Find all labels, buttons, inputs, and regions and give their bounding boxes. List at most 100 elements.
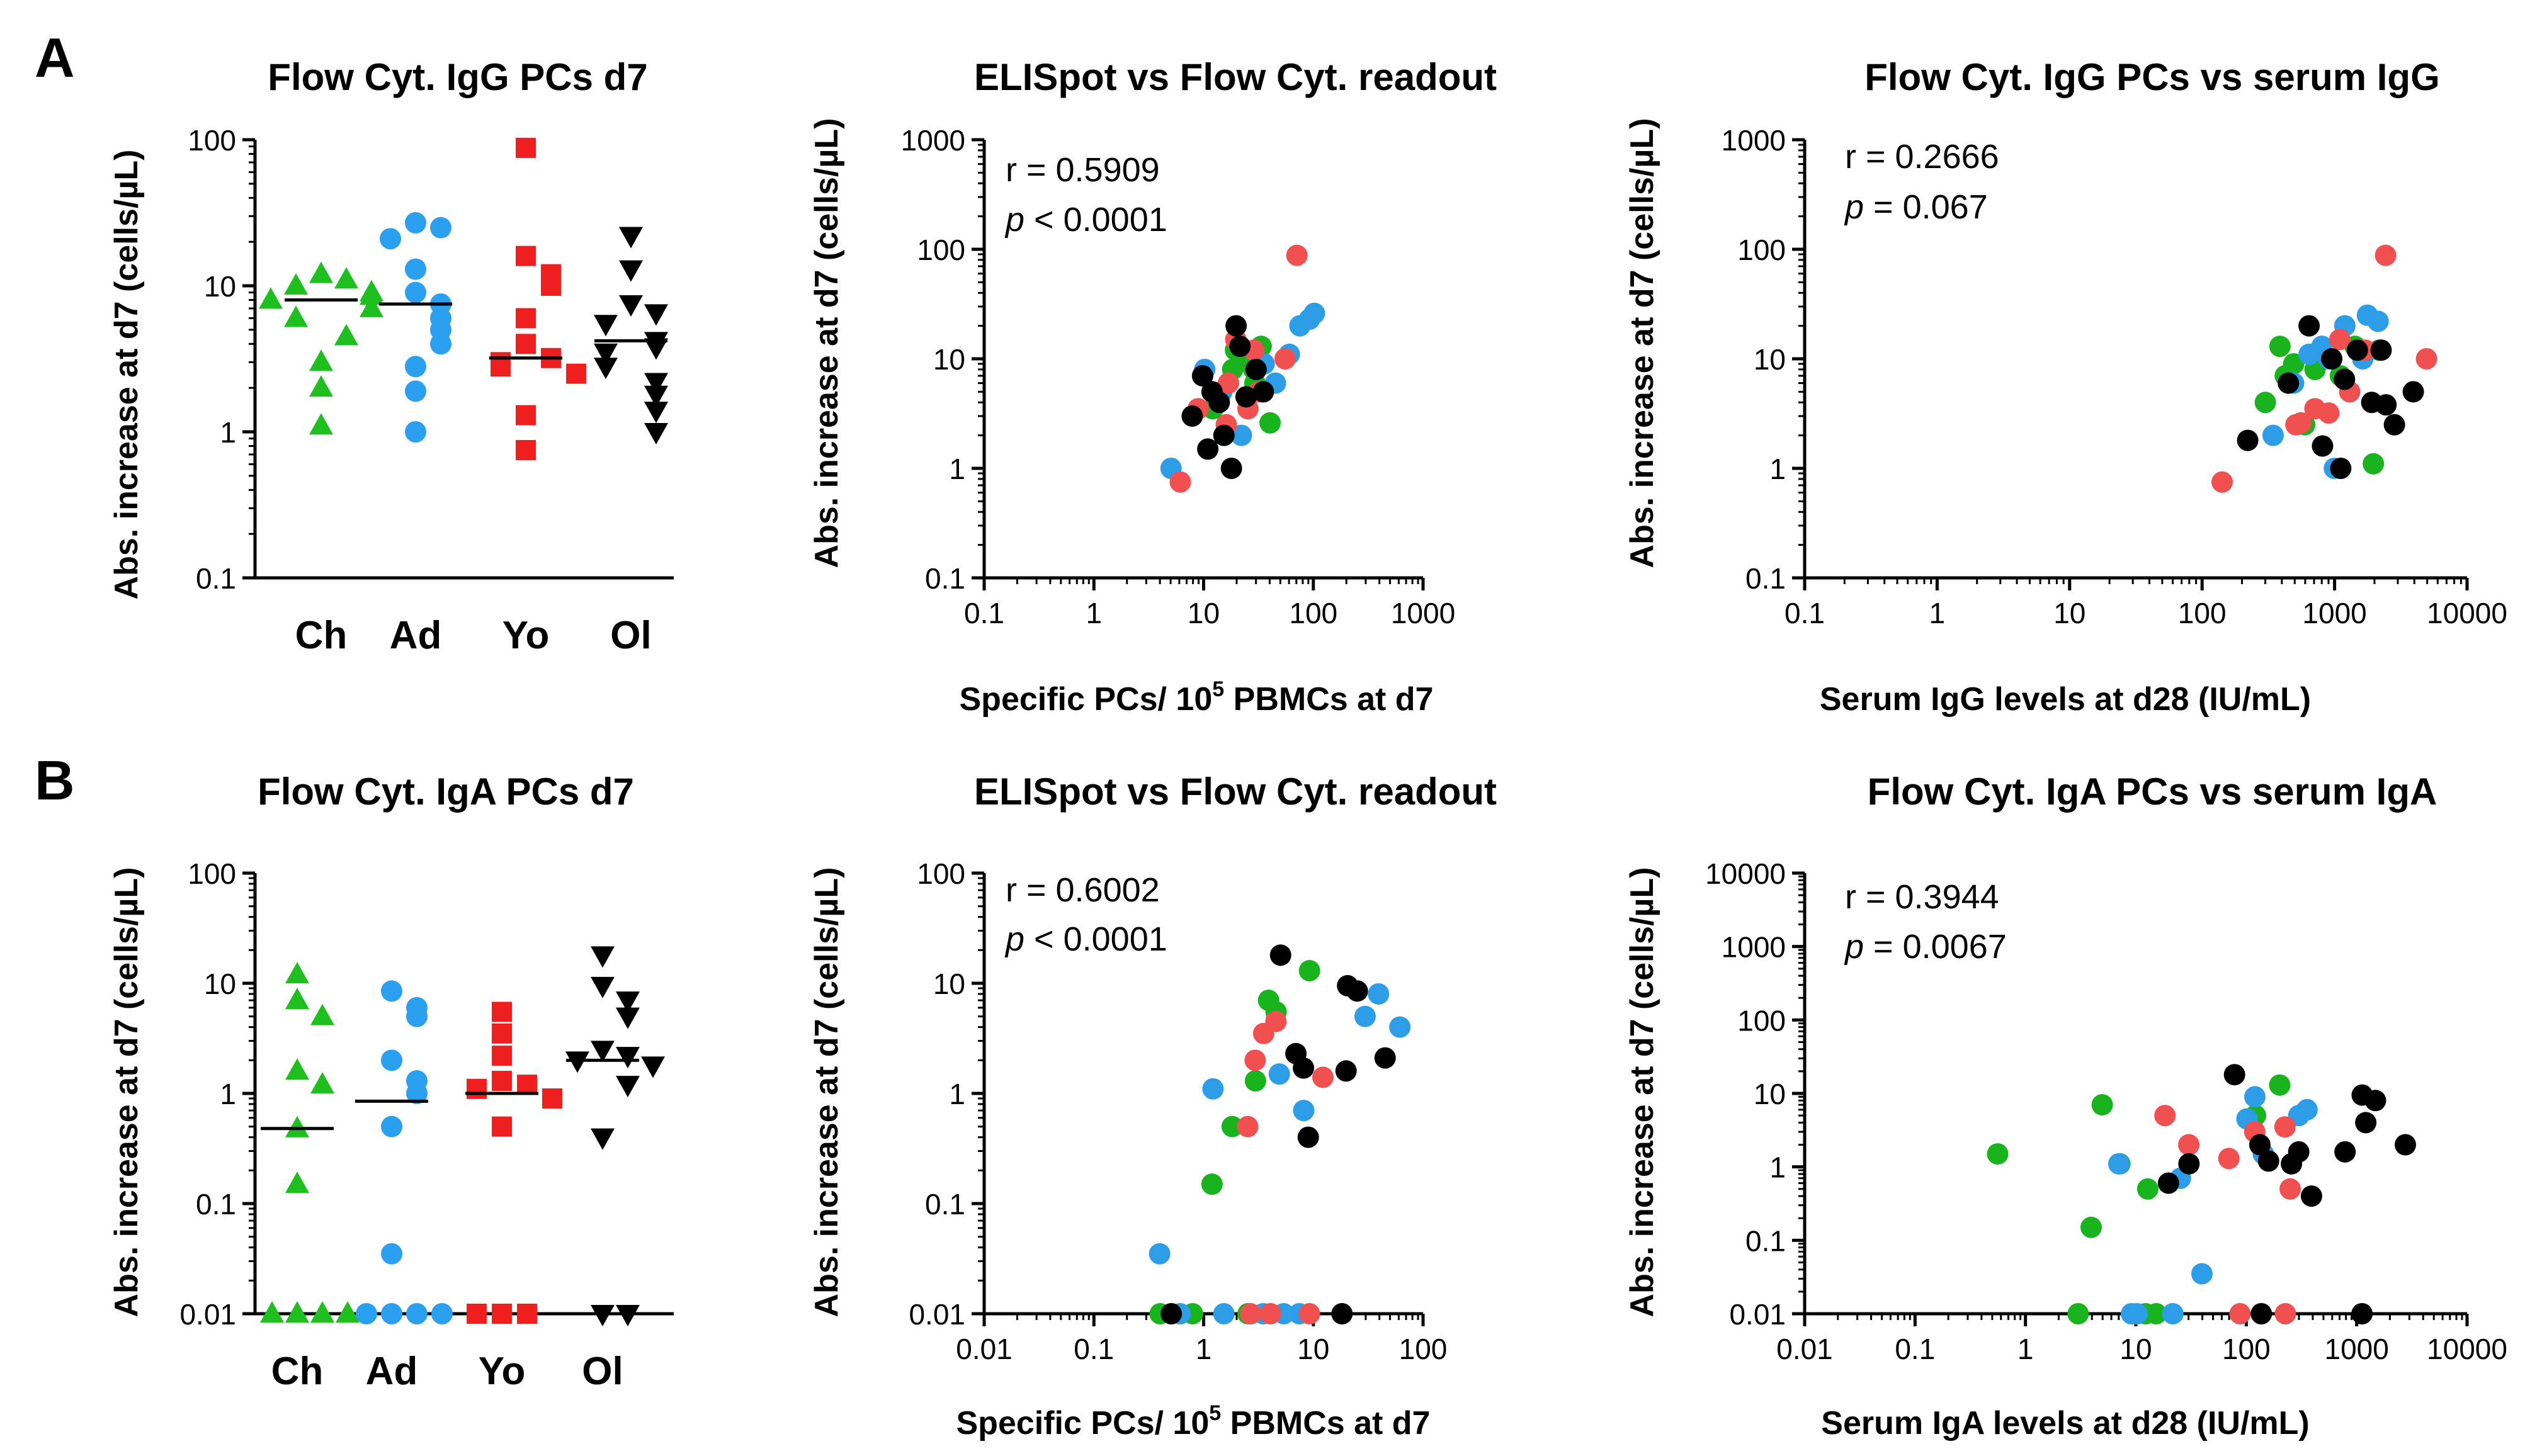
chart-b3-point-ol	[2300, 1185, 2322, 1207]
chart-b3: Flow Cyt. IgA PCs vs serum IgA Abs. incr…	[1624, 770, 2507, 1442]
chart-b3-point-yo	[2229, 1303, 2251, 1324]
chart-b2-stat-p: p < 0.0001	[1004, 920, 1167, 958]
chart-a2-x-tick-label: 0.1	[964, 597, 1004, 629]
chart-b1-category-label: Ch	[271, 1350, 324, 1393]
chart-a2-y-tick-label: 1	[949, 453, 965, 485]
chart-a1-point-yo	[541, 276, 561, 296]
chart-b3-point-ad	[2244, 1086, 2266, 1108]
chart-a2-y-tick-label: 100	[917, 234, 965, 266]
chart-a1-point-yo	[516, 334, 536, 354]
chart-a3-xlabel: Serum IgG levels at d28 (IU/mL)	[1820, 681, 2311, 718]
chart-b3-point-ol	[2178, 1153, 2200, 1175]
chart-b2-point-ol	[1335, 1060, 1357, 1082]
chart-b3-point-ol	[2157, 1172, 2179, 1194]
chart-b1-point-ad	[381, 980, 402, 1002]
chart-a3-x-tick-label: 1000	[2302, 597, 2366, 629]
chart-a1-y-tick-label: 100	[188, 124, 236, 157]
chart-b1-point-ch	[336, 1301, 360, 1323]
chart-b2-y-tick-label: 1	[949, 1078, 965, 1110]
chart-b1-category-label: Ad	[366, 1350, 418, 1393]
chart-a2-ylabel: Abs. increase at d7 (cells/µL)	[809, 118, 845, 568]
chart-b1-point-ol	[616, 1007, 640, 1029]
chart-b3-point-ad	[2191, 1263, 2213, 1285]
chart-a2-point-yo	[1169, 471, 1191, 493]
chart-a2: ELISpot vs Flow Cyt. readout Abs. increa…	[809, 56, 1497, 718]
chart-b3-point-ch	[2091, 1094, 2113, 1116]
chart-a1-point-ol	[644, 338, 668, 360]
chart-a3-y-tick-label: 0.1	[1745, 562, 1786, 595]
chart-a3-point-yo	[2290, 412, 2312, 434]
chart-b3-y-tick-label: 1000	[1722, 931, 1786, 964]
chart-a1-point-ch	[334, 324, 358, 346]
chart-b3-y-tick-label: 10000	[1705, 857, 1786, 890]
chart-b1-point-yo	[517, 1304, 537, 1324]
chart-a3-point-ol	[2330, 458, 2352, 479]
chart-a2-stat-p-value: < 0.0001	[1024, 201, 1167, 239]
chart-b2-title: ELISpot vs Flow Cyt. readout	[974, 770, 1497, 813]
chart-b1-point-ch	[310, 1072, 334, 1094]
chart-b2-xlabel-tail: PBMCs at d7	[1221, 1405, 1430, 1442]
chart-b2-point-ol	[1293, 1057, 1315, 1079]
chart-b2-stat-p-symbol: p	[1004, 920, 1024, 958]
chart-b1-point-ad	[381, 1303, 402, 1324]
chart-b3-point-ch	[1987, 1143, 2009, 1165]
chart-a1-point-ad	[405, 281, 426, 303]
chart-a3-stat-p: p = 0.067	[1844, 188, 1988, 226]
chart-a2-point-ol	[1213, 424, 1235, 446]
chart-a1-point-ad	[405, 356, 426, 378]
chart-a2-point-ol	[1225, 315, 1247, 337]
chart-a3-x-tick-label: 1	[1929, 597, 1946, 629]
chart-a1-point-ol	[644, 373, 668, 395]
chart-a3-point-ol	[2237, 429, 2259, 451]
chart-a3-point-ol	[2278, 372, 2300, 394]
chart-a3-stat-p-value: = 0.067	[1864, 188, 1988, 226]
chart-a2-title: ELISpot vs Flow Cyt. readout	[974, 56, 1497, 98]
chart-b1-y-tick-label: 0.01	[179, 1298, 236, 1331]
chart-a2-point-ol	[1220, 458, 1242, 479]
chart-a2-x-tick-label: 1	[1086, 597, 1102, 629]
chart-b3-stat-p-symbol: p	[1844, 928, 1864, 966]
chart-b1-point-yo	[492, 1002, 512, 1022]
chart-b3-point-ad	[2296, 1098, 2318, 1120]
chart-a2-y-tick-label: 0.1	[925, 562, 965, 595]
chart-b1-point-ad	[431, 1303, 453, 1324]
chart-a1-point-ol	[644, 423, 668, 444]
chart-b2-x-tick-label: 0.1	[1074, 1333, 1114, 1365]
chart-b3-point-ol	[2395, 1134, 2417, 1156]
chart-a1-category-label: Yo	[502, 614, 550, 657]
chart-b2-point-ol	[1297, 1126, 1319, 1148]
chart-b3-point-ad	[2108, 1153, 2130, 1175]
chart-a1-y-tick-label: 10	[204, 270, 236, 303]
chart-b2-y-tick-label: 10	[933, 968, 965, 1000]
chart-b3-stat-r: r = 0.3944	[1845, 878, 1999, 916]
chart-a3-x-tick-label: 10	[2053, 597, 2085, 629]
chart-b2-point-ch	[1201, 1173, 1223, 1195]
chart-a2-plot: 0.1 1 10 100 1000 0.1 1 10 100 1000	[901, 124, 1456, 629]
chart-a3-point-yo	[2375, 244, 2397, 266]
chart-b1-point-ch	[285, 1301, 309, 1323]
chart-b3-point-ol	[2355, 1112, 2377, 1134]
chart-a3-stat-p-symbol: p	[1844, 188, 1864, 226]
chart-b3-point-yo	[2274, 1116, 2296, 1138]
chart-b2-y-tick-label: 0.1	[925, 1188, 965, 1221]
chart-b3-x-tick-label: 1000	[2324, 1333, 2388, 1365]
chart-b2-point-yo	[1237, 1115, 1259, 1137]
chart-b2-point-ad	[1368, 983, 1390, 1005]
chart-a3-x-tick-label: 100	[2178, 597, 2227, 629]
chart-a1-point-ad	[430, 217, 451, 239]
chart-a2-point-ad	[1230, 424, 1252, 446]
chart-b1-point-yo	[467, 1078, 487, 1099]
chart-b3-x-tick-label: 10000	[2427, 1333, 2507, 1365]
chart-b1-point-yo	[492, 1116, 512, 1137]
chart-a1-point-ch	[334, 267, 358, 289]
chart-a1-y-tick-label: 0.1	[196, 562, 236, 595]
chart-a2-stat-p: p < 0.0001	[1004, 201, 1167, 239]
chart-b2-point-ch	[1298, 960, 1320, 982]
chart-a1-point-yo	[516, 137, 536, 158]
chart-b2-point-ol	[1331, 1303, 1353, 1324]
chart-b1-point-ol	[591, 1128, 615, 1150]
chart-a2-x-tick-label: 1000	[1391, 597, 1455, 629]
chart-a3-point-yo	[2415, 348, 2437, 370]
chart-b3-point-ch	[2136, 1178, 2159, 1200]
chart-a1-point-ad	[405, 212, 426, 234]
